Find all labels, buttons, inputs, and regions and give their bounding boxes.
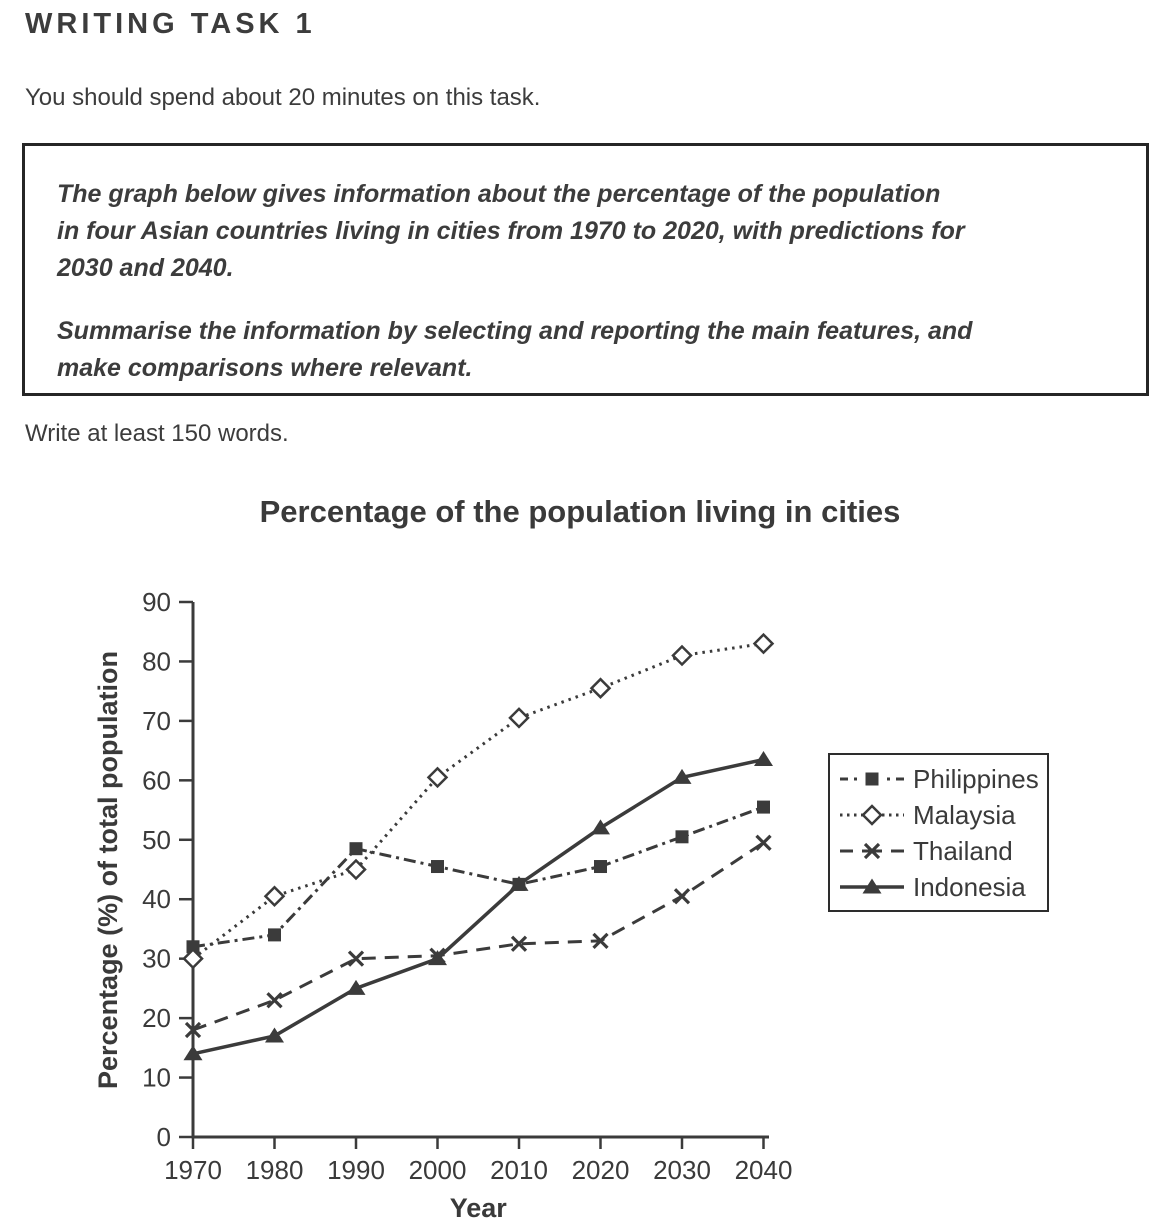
y-axis: 0 10 20 30 40 50 60 70 80 90 bbox=[142, 587, 193, 1152]
legend-item-indonesia: Indonesia bbox=[840, 869, 1047, 905]
y-tick-label: 60 bbox=[142, 765, 171, 795]
time-instruction: You should spend about 20 minutes on thi… bbox=[25, 84, 541, 111]
x-axis: 1970 1980 1990 2000 2010 2020 2030 2040 bbox=[164, 1137, 792, 1185]
series-line-malaysia bbox=[192, 642, 764, 960]
x-tick-label: 1980 bbox=[246, 1155, 304, 1185]
legend-label: Malaysia bbox=[913, 799, 1016, 830]
legend-label: Indonesia bbox=[913, 871, 1026, 902]
legend-swatch-indonesia bbox=[840, 878, 904, 894]
y-tick-label: 30 bbox=[142, 944, 171, 974]
y-tick-label: 0 bbox=[157, 1122, 171, 1152]
x-tick-label: 2020 bbox=[572, 1155, 630, 1185]
legend-swatch-thailand bbox=[840, 842, 904, 860]
task-prompt-box: The graph below gives information about … bbox=[22, 143, 1149, 396]
y-tick-label: 20 bbox=[142, 1003, 171, 1033]
legend-label: Thailand bbox=[913, 835, 1013, 866]
chart-legend: Philippines Malaysia Thailand Indonesia bbox=[828, 753, 1049, 912]
series-markers-indonesia bbox=[183, 751, 773, 1061]
x-tick-label: 1970 bbox=[164, 1155, 222, 1185]
y-tick-label: 70 bbox=[142, 706, 171, 736]
x-tick-label: 2000 bbox=[409, 1155, 467, 1185]
y-tick-label: 80 bbox=[142, 646, 171, 676]
series-line-indonesia bbox=[192, 757, 764, 1056]
x-axis-title: Year bbox=[450, 1193, 508, 1223]
x-tick-label: 1990 bbox=[327, 1155, 385, 1185]
chart-title: Percentage of the population living in c… bbox=[259, 494, 901, 529]
y-tick-label: 90 bbox=[142, 587, 171, 617]
task-description: The graph below gives information about … bbox=[57, 180, 965, 282]
legend-item-malaysia: Malaysia bbox=[840, 797, 1047, 833]
series-line-thailand bbox=[192, 841, 765, 1032]
series-markers-malaysia bbox=[182, 632, 775, 970]
legend-item-thailand: Thailand bbox=[840, 833, 1047, 869]
task-summarise-instruction: Summarise the information by selecting a… bbox=[57, 317, 973, 382]
legend-swatch-malaysia bbox=[840, 804, 904, 826]
legend-label: Philippines bbox=[913, 763, 1039, 794]
y-axis-title: Percentage (%) of total population bbox=[93, 651, 123, 1089]
axes bbox=[191, 602, 769, 1139]
x-tick-label: 2030 bbox=[653, 1155, 711, 1185]
legend-item-philippines: Philippines bbox=[840, 761, 1047, 797]
y-tick-label: 50 bbox=[142, 825, 171, 855]
word-count-note: Write at least 150 words. bbox=[25, 420, 289, 447]
x-tick-label: 2040 bbox=[735, 1155, 793, 1185]
y-tick-label: 40 bbox=[142, 884, 171, 914]
series-line-philippines bbox=[192, 805, 765, 949]
page-title: WRITING TASK 1 bbox=[25, 8, 316, 40]
x-tick-label: 2010 bbox=[490, 1155, 548, 1185]
legend-swatch-philippines bbox=[840, 772, 904, 786]
y-tick-label: 10 bbox=[142, 1063, 171, 1093]
